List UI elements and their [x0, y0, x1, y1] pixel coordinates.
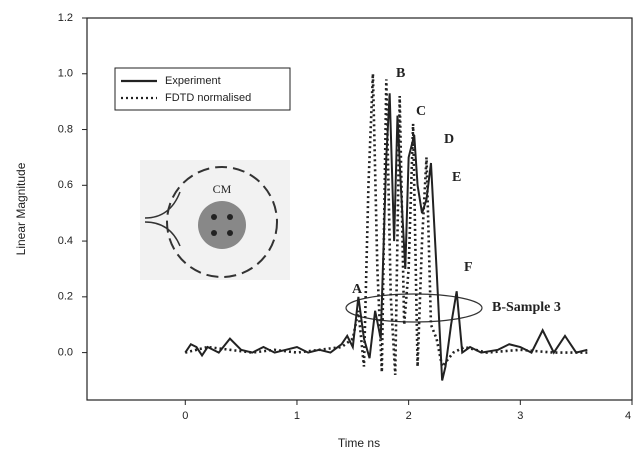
inset-probe: [144, 191, 181, 247]
annotation: A: [352, 282, 363, 297]
annotation: B-Sample 3: [492, 300, 561, 315]
annotation: F: [464, 260, 473, 275]
x-tick-label: 0: [182, 410, 188, 422]
series-line: [184, 73, 588, 375]
x-tick-label: 4: [625, 410, 631, 422]
legend-box: [114, 67, 291, 111]
inset-label: CM: [213, 182, 232, 196]
y-tick-label: 0.4: [58, 235, 73, 247]
legend-label: FDTD normalised: [165, 92, 251, 104]
y-tick-label: 0.8: [58, 123, 73, 135]
annotation: E: [452, 170, 461, 185]
highlight-ellipse: [345, 293, 483, 323]
y-axis-label: Linear Magnitude: [14, 162, 28, 255]
x-tick-label: 1: [294, 410, 300, 422]
inset-dot: [227, 214, 233, 220]
y-tick-label: 0.6: [58, 179, 73, 191]
inset-core: [198, 201, 246, 249]
y-tick-label: 1.2: [58, 12, 73, 24]
inset-diagram: CM: [140, 160, 290, 280]
plot-frame: [86, 17, 633, 401]
y-tick-label: 0.2: [58, 291, 73, 303]
y-tick-label: 0.0: [58, 347, 73, 359]
x-tick-label: 3: [517, 410, 523, 422]
x-tick-label: 2: [406, 410, 412, 422]
annotation: D: [444, 132, 454, 147]
annotation: B: [396, 66, 405, 81]
inset-outer-circle: [166, 166, 278, 278]
inset-dot: [211, 214, 217, 220]
x-axis-label: Time ns: [338, 436, 380, 450]
inset-dot: [227, 230, 233, 236]
legend-label: Experiment: [165, 75, 221, 87]
inset-dot: [211, 230, 217, 236]
annotation: C: [416, 104, 426, 119]
y-tick-label: 1.0: [58, 68, 73, 80]
